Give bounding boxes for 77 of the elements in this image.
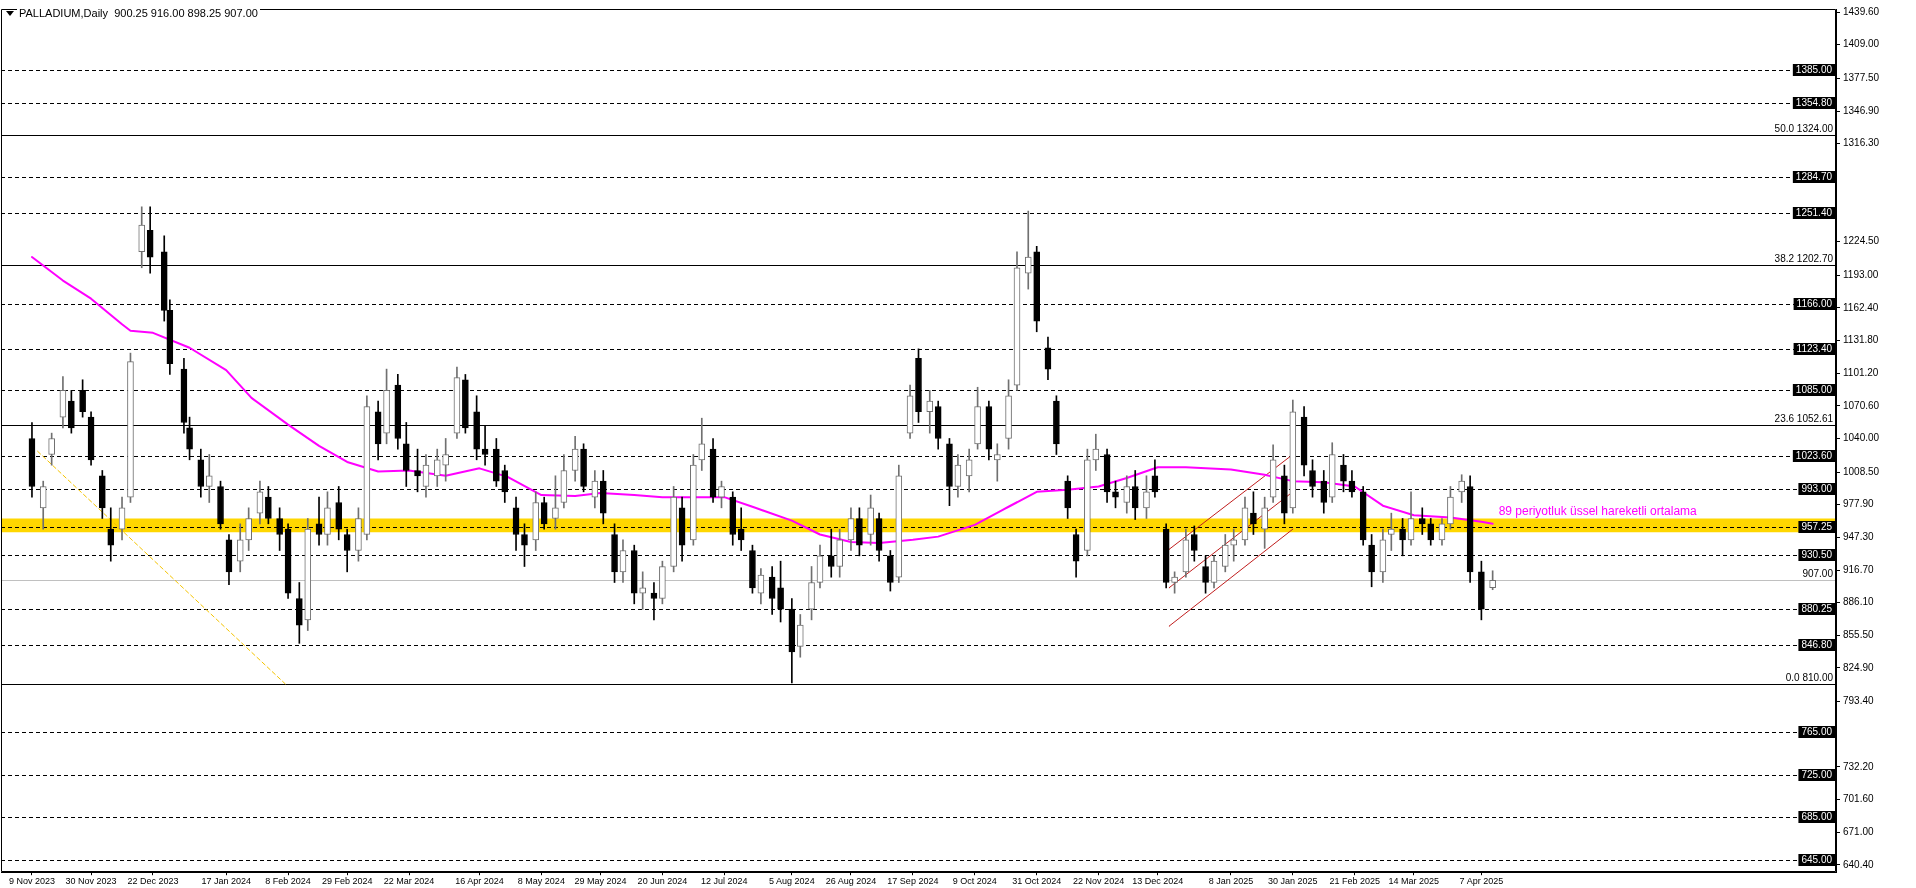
x-tick-label: 8 May 2024 [517, 876, 565, 887]
y-tick-label: 1131.80 [1843, 334, 1879, 346]
x-tick-label: 30 Nov 2023 [65, 876, 117, 887]
y-tick-label: 701.60 [1843, 793, 1875, 805]
x-tick-label: 22 Nov 2024 [1073, 876, 1125, 887]
ref-line-label: 846.80 [1801, 639, 1833, 651]
y-tick-label: 824.90 [1843, 661, 1875, 673]
x-tick-label: 21 Feb 2025 [1329, 876, 1381, 887]
ref-line-label: 23.6 1052.61 [1774, 412, 1834, 424]
ref-line-label: 685.00 [1801, 811, 1833, 823]
x-tick-label: 9 Oct 2024 [952, 876, 997, 887]
ref-line-label: 1251.40 [1795, 207, 1833, 219]
x-tick-label: 12 Jul 2024 [701, 876, 748, 887]
ref-line-label: 1385.00 [1795, 64, 1833, 76]
x-tick-label: 20 Jun 2024 [637, 876, 688, 887]
ref-line-label: 957.25 [1801, 521, 1833, 533]
x-tick-label: 5 Aug 2024 [769, 876, 815, 887]
series-label: 89 periyotluk üssel hareketli ortalama [1498, 504, 1698, 519]
y-tick-label: 1101.20 [1843, 366, 1879, 378]
candlestick [1387, 512, 1395, 551]
x-tick-label: 17 Sep 2024 [887, 876, 939, 887]
y-tick-label: 916.70 [1843, 563, 1875, 575]
y-tick-label: 1316.30 [1843, 137, 1880, 149]
y-tick-label: 1377.50 [1843, 72, 1880, 84]
x-tick-label: 8 Jan 2025 [1208, 876, 1254, 887]
candlestick [993, 443, 1001, 482]
chart-title: PALLADIUM,Daily 900.25 916.00 898.25 907.00 [17, 7, 260, 20]
y-tick-label: 1070.60 [1843, 399, 1880, 411]
ref-line-label: 645.00 [1801, 854, 1833, 866]
x-tick-label: 31 Oct 2024 [1012, 876, 1062, 887]
y-tick-label: 793.40 [1843, 695, 1875, 707]
x-tick-label: 16 Apr 2024 [455, 876, 504, 887]
ref-line-label: 1354.80 [1795, 97, 1833, 109]
ref-line-label: 725.00 [1801, 769, 1833, 781]
y-tick-label: 977.90 [1843, 498, 1875, 510]
x-tick-label: 13 Dec 2024 [1132, 876, 1184, 887]
x-tick-label: 29 May 2024 [574, 876, 627, 887]
y-tick-label: 1193.00 [1843, 268, 1879, 280]
candlestick [639, 571, 647, 610]
y-tick-label: 1409.00 [1843, 38, 1880, 50]
ref-line-label: 930.50 [1801, 549, 1833, 561]
y-tick-label: 732.20 [1843, 760, 1875, 772]
ref-line-label: 1123.40 [1796, 343, 1833, 355]
ref-line-label: 38.2 1202.70 [1774, 252, 1834, 264]
candlestick [1024, 210, 1032, 290]
ref-line-label: 907.00 [1802, 567, 1834, 579]
y-tick-label: 1040.00 [1843, 432, 1880, 444]
y-tick-label: 855.50 [1843, 629, 1875, 641]
x-tick-label: 14 Mar 2025 [1388, 876, 1440, 887]
y-tick-label: 1224.50 [1843, 235, 1880, 247]
ref-line-label: 765.00 [1801, 726, 1833, 738]
y-tick-label: 640.40 [1843, 858, 1875, 870]
y-tick-label: 886.10 [1843, 596, 1875, 608]
x-tick-label: 22 Mar 2024 [383, 876, 435, 887]
ref-line-label: 50.0 1324.00 [1774, 122, 1834, 134]
ref-line-label: 0.0 810.00 [1785, 671, 1834, 683]
y-tick-label: 1008.50 [1843, 465, 1880, 477]
ref-line-label: 993.00 [1801, 483, 1833, 495]
y-tick-label: 1439.60 [1843, 5, 1880, 17]
x-tick-label: 22 Dec 2023 [127, 876, 179, 887]
ref-line-label: 880.25 [1801, 603, 1833, 615]
ref-line-label: 1023.60 [1795, 450, 1833, 462]
x-tick-label: 29 Feb 2024 [321, 876, 373, 887]
x-tick-label: 9 Nov 2023 [8, 876, 55, 887]
y-tick-label: 671.00 [1843, 825, 1875, 837]
ref-line-label: 1085.00 [1795, 384, 1833, 396]
y-tick-label: 947.30 [1843, 531, 1875, 543]
x-tick-label: 26 Aug 2024 [825, 876, 877, 887]
y-tick-label: 1162.40 [1843, 301, 1879, 313]
x-tick-label: 17 Jan 2024 [201, 876, 251, 887]
x-tick-label: 8 Feb 2024 [265, 876, 311, 887]
x-tick-label: 7 Apr 2025 [1459, 876, 1504, 887]
ref-line-label: 1166.00 [1796, 298, 1833, 310]
ref-line-label: 1284.70 [1795, 171, 1833, 183]
x-tick-label: 30 Jan 2025 [1268, 876, 1318, 887]
candlestick [205, 454, 213, 503]
y-tick-label: 1346.90 [1843, 104, 1880, 116]
